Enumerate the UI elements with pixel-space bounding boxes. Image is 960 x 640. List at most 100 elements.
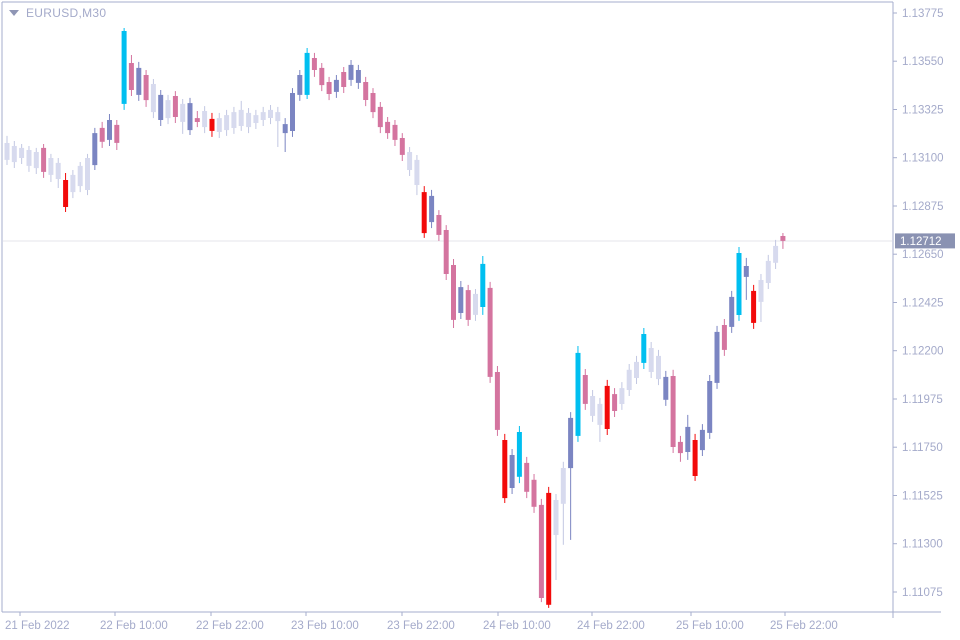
candle xyxy=(4,135,10,165)
candle xyxy=(70,170,76,199)
candle-body xyxy=(158,94,164,120)
candle xyxy=(55,158,61,188)
candle-body xyxy=(582,375,588,404)
candle xyxy=(158,90,164,126)
candle xyxy=(209,112,215,137)
candle xyxy=(575,346,581,442)
candle xyxy=(399,133,405,161)
candle-body xyxy=(677,441,683,454)
candle-body xyxy=(326,82,332,94)
time-axis-label: 22 Feb 10:00 xyxy=(100,620,168,632)
time-scale[interactable]: 21 Feb 2022 22 Feb 10:00 22 Feb 22:00 23 Fe… xyxy=(5,612,838,632)
candle-body xyxy=(385,121,391,134)
candle xyxy=(421,186,427,238)
candle-body xyxy=(143,75,149,101)
candle-body xyxy=(604,385,610,429)
candle xyxy=(319,63,325,92)
candle-body xyxy=(341,72,347,87)
candle xyxy=(107,114,112,146)
candle-body xyxy=(568,417,574,469)
chevron-down-icon[interactable] xyxy=(9,10,19,16)
candle-body xyxy=(304,52,310,95)
candle-body xyxy=(641,334,647,363)
candle xyxy=(780,233,786,249)
candle-body xyxy=(736,253,742,315)
candle xyxy=(531,474,537,513)
candle-body xyxy=(297,75,303,95)
candle-body xyxy=(538,504,544,598)
candle-body xyxy=(11,146,17,163)
candle xyxy=(670,369,676,453)
price-scale[interactable]: 1.13775 1.13550 1.13325 1.13100 1.12875 1.126… xyxy=(893,8,944,599)
candle xyxy=(736,247,742,321)
candle xyxy=(451,259,456,328)
candle xyxy=(114,120,120,150)
candle xyxy=(465,284,471,326)
candle xyxy=(268,105,273,125)
candle-body xyxy=(699,429,705,451)
candle-body xyxy=(743,266,749,277)
candle xyxy=(231,106,237,134)
candle-body xyxy=(180,103,186,122)
candle-body xyxy=(268,109,273,118)
candle-body xyxy=(575,352,581,436)
candle-body xyxy=(150,84,156,113)
symbol-period-label[interactable]: EURUSD,M30 xyxy=(9,6,106,20)
candle xyxy=(663,370,669,406)
candle xyxy=(648,342,654,378)
candle-body xyxy=(172,96,178,117)
candle-body xyxy=(246,112,252,128)
candle xyxy=(290,88,295,137)
candle-body xyxy=(465,290,471,320)
price-axis-label: 1.11075 xyxy=(902,587,943,599)
candle-body xyxy=(85,158,90,190)
candle-body xyxy=(560,468,566,504)
candle xyxy=(165,94,171,125)
candle-body xyxy=(773,245,779,263)
candle-body xyxy=(707,381,713,433)
candle-body xyxy=(290,93,295,131)
price-axis-label: 1.13100 xyxy=(902,153,944,165)
time-axis-label: 23 Feb 22:00 xyxy=(387,620,455,632)
candle-body xyxy=(77,165,83,187)
candle-body xyxy=(758,280,764,302)
candle xyxy=(48,153,54,182)
candle xyxy=(92,127,98,170)
candle-body xyxy=(480,263,486,307)
candle xyxy=(677,435,683,462)
candle-body xyxy=(670,376,676,447)
candle xyxy=(194,111,200,128)
price-axis-label: 1.12875 xyxy=(902,201,944,213)
candle xyxy=(224,109,230,136)
candle xyxy=(370,88,376,119)
candle xyxy=(553,494,559,580)
candle xyxy=(253,109,259,129)
price-axis-label: 1.13550 xyxy=(902,56,944,68)
price-axis-label: 1.11975 xyxy=(902,394,943,406)
candle-body xyxy=(370,93,376,113)
candle-body xyxy=(231,112,237,128)
candle xyxy=(311,52,317,77)
candle-body xyxy=(721,325,727,350)
candle xyxy=(326,76,332,101)
candle xyxy=(216,112,222,138)
candle xyxy=(487,281,493,383)
candle xyxy=(143,70,149,107)
candle-body xyxy=(311,58,317,70)
symbol-period-text: EURUSD,M30 xyxy=(26,6,107,20)
candle-body xyxy=(41,147,47,172)
candle xyxy=(626,364,632,396)
candle xyxy=(392,120,398,146)
candle-body xyxy=(780,236,786,241)
candle xyxy=(180,99,186,134)
bid-price-tag: 1.12712 xyxy=(895,233,955,249)
candle-body xyxy=(487,287,493,377)
candle xyxy=(407,147,413,176)
candle xyxy=(436,210,442,241)
candle xyxy=(758,274,764,322)
candle-body xyxy=(714,331,720,383)
candle xyxy=(560,461,566,545)
candle xyxy=(699,424,705,456)
candle xyxy=(656,349,661,386)
